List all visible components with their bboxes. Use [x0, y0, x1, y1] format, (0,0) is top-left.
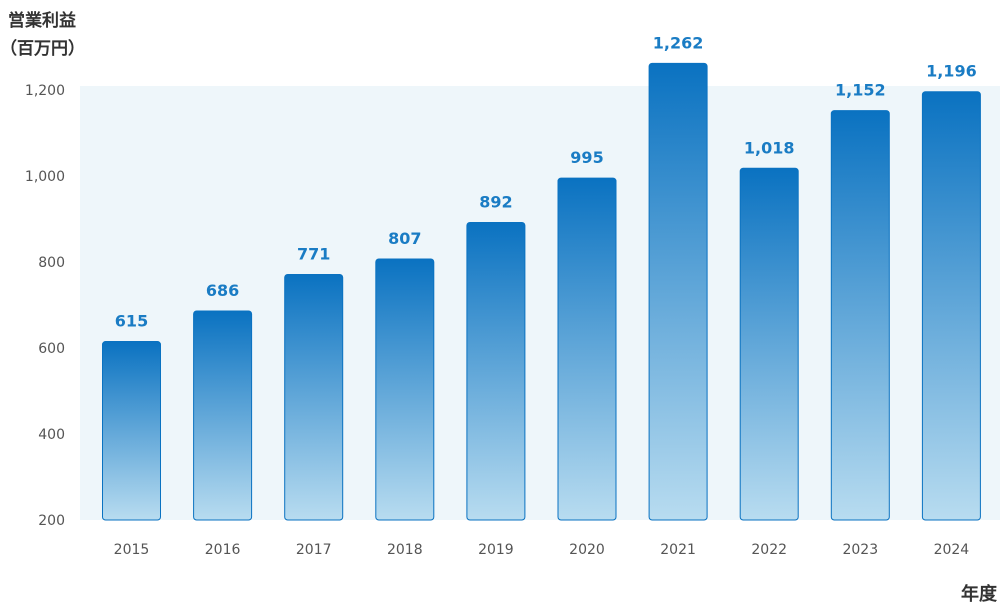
- y-tick-label: 1,200: [25, 83, 65, 99]
- x-tick-label-2018: 2018: [387, 542, 423, 558]
- bar-2017: [284, 273, 344, 521]
- value-label-2019: 892: [479, 192, 512, 211]
- value-label-2022: 1,018: [744, 138, 795, 157]
- x-axis: 2015 2016 2017 2018 2019 2020 2021 2022 2023 2024: [114, 542, 970, 558]
- bar-2015: [102, 341, 161, 521]
- bar-2018: [375, 258, 435, 521]
- value-label-2016: 686: [206, 281, 239, 300]
- y-axis: 200 400 600 800 1,000 1,200: [25, 83, 65, 529]
- y-axis-title-line-1: 営業利益: [8, 11, 76, 31]
- x-tick-label-2022: 2022: [751, 542, 787, 558]
- bar-2021: [648, 62, 708, 521]
- x-tick-label-2019: 2019: [478, 542, 514, 558]
- y-tick-label: 1,000: [25, 169, 65, 185]
- x-tick-label-2017: 2017: [296, 542, 332, 558]
- x-axis-title: 年度: [961, 584, 997, 605]
- x-tick-label-2024: 2024: [934, 542, 970, 558]
- bar-2020: [557, 177, 617, 521]
- x-tick-label-2015: 2015: [114, 542, 150, 558]
- bars: [102, 62, 981, 521]
- value-label-2015: 615: [115, 312, 148, 331]
- value-label-2020: 995: [570, 148, 603, 167]
- y-tick-label: 600: [38, 341, 65, 357]
- y-axis-title-line-2: （百万円）: [0, 39, 85, 59]
- value-label-2024: 1,196: [926, 62, 977, 81]
- y-tick-label: 400: [38, 427, 65, 443]
- bar-2023: [830, 110, 890, 521]
- x-tick-label-2016: 2016: [205, 542, 241, 558]
- bar-2019: [466, 221, 526, 521]
- value-label-2021: 1,262: [653, 33, 704, 52]
- value-label-2018: 807: [388, 229, 421, 248]
- y-tick-label: 200: [38, 513, 65, 529]
- x-tick-label-2021: 2021: [660, 542, 696, 558]
- x-tick-label-2020: 2020: [569, 542, 605, 558]
- value-label-2017: 771: [297, 244, 330, 263]
- bar-2024: [921, 91, 981, 521]
- bar-2016: [193, 310, 253, 521]
- value-labels: 615 686 771 807 892 995 1,262 1,018 1,152 1,196: [115, 33, 977, 330]
- bar-2022: [739, 167, 799, 521]
- x-tick-label-2023: 2023: [842, 542, 878, 558]
- value-label-2023: 1,152: [835, 81, 886, 100]
- y-tick-label: 800: [38, 255, 65, 271]
